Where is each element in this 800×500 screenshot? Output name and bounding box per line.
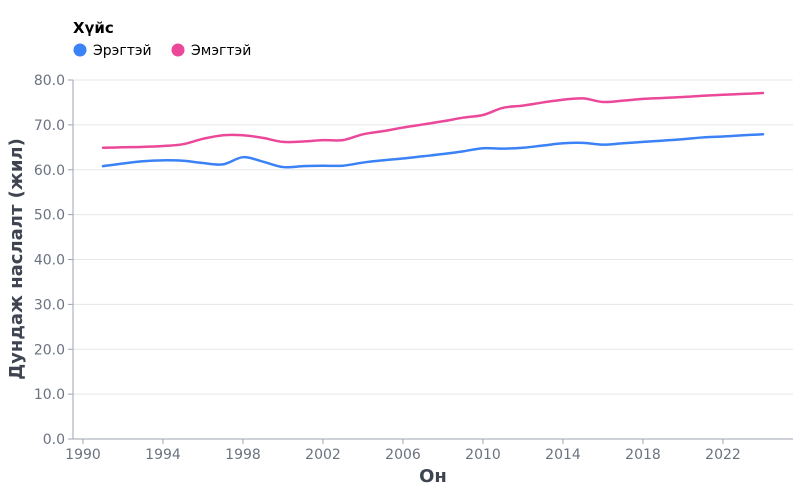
y-axis-title: Дундаж наслалт (жил)	[6, 138, 27, 380]
y-tick-label: 60.0	[34, 163, 65, 179]
x-tick-label: 2006	[385, 447, 421, 463]
gridlines	[73, 79, 793, 395]
x-tick-label: 2010	[465, 447, 501, 463]
x-tick-label: 2018	[625, 447, 661, 463]
series-group	[101, 91, 765, 169]
y-tick-label: 20.0	[34, 342, 65, 358]
legend-marker-male	[73, 43, 87, 57]
y-tick-label: 70.0	[34, 118, 65, 134]
x-tick-label: 1994	[145, 447, 181, 463]
legend-title: Хүйс	[73, 19, 114, 37]
x-axis-title: Он	[419, 466, 447, 487]
y-tick-label: 30.0	[34, 297, 65, 313]
y-tick-label: 50.0	[34, 208, 65, 224]
y-tick-label: 80.0	[34, 73, 65, 89]
series-line-female	[101, 91, 765, 150]
series-line-male	[101, 133, 765, 169]
y-tick-label: 40.0	[34, 253, 65, 269]
y-tick-label: 0.0	[43, 432, 65, 448]
legend-label-female: Эмэгтэй	[191, 43, 251, 59]
y-tick-label: 10.0	[34, 387, 65, 403]
legend-marker-female	[171, 43, 185, 57]
legend-label-male: Эрэгтэй	[93, 43, 152, 59]
x-tick-label: 2022	[705, 447, 741, 463]
x-tick-label: 2014	[545, 447, 581, 463]
x-tick-label: 1990	[65, 447, 101, 463]
x-tick-label: 1998	[225, 447, 261, 463]
x-tick-label: 2002	[305, 447, 341, 463]
legend: Хүйс Эрэгтэй Эмэгтэй	[73, 19, 251, 59]
axes: 0.0 10.0 20.0 30.0 40.0 50.0 60.0 70.0 80.0 1990 1…	[34, 73, 793, 463]
